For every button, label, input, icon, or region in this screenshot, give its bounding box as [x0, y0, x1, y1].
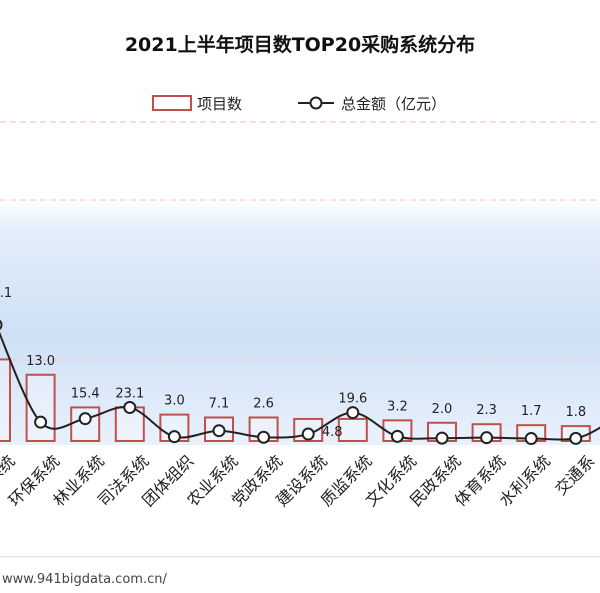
amount-point-0	[0, 319, 3, 330]
legend-bar-swatch	[152, 95, 192, 111]
legend-line-label: 总金额（亿元）	[341, 95, 446, 113]
data-label-3: 23.1	[115, 386, 144, 401]
data-label-7: 4.8	[322, 425, 343, 440]
data-label-9: 3.2	[387, 399, 408, 414]
data-label-5: 7.1	[209, 396, 230, 411]
data-label-1: 13.0	[26, 354, 55, 369]
category-label-layer: 安系统环保系统林业系统司法系统团体组织农业系统党政系统建设系统质监系统文化系统民…	[0, 451, 599, 510]
amount-point-3	[123, 401, 137, 415]
bar-8	[337, 417, 368, 443]
amount-point-5	[212, 424, 226, 438]
legend-line-marker	[309, 96, 323, 110]
footer-url: www.941bigdata.com.cn/	[2, 572, 167, 587]
amount-point-10	[435, 431, 449, 445]
line-layer	[0, 319, 600, 446]
amount-point-13	[569, 431, 583, 445]
amount-point-12	[524, 432, 538, 446]
data-label-2: 15.4	[71, 386, 100, 401]
data-label-12: 1.7	[521, 404, 542, 419]
amount-point-7	[301, 427, 315, 441]
amount-point-8	[346, 406, 360, 420]
bar-0	[0, 358, 11, 442]
data-label-layer: .1 13.0 15.4 23.1 3.0 7.1 2.6 4.8 19.6 3.2 2.0 2.3 1…	[0, 286, 586, 440]
footer-divider	[0, 556, 600, 557]
data-label-4: 3.0	[164, 394, 185, 409]
data-label-8: 19.6	[338, 392, 367, 407]
bar-1	[25, 373, 56, 443]
plot-background	[0, 200, 600, 445]
data-label-6: 2.6	[253, 396, 274, 411]
amount-point-4	[167, 430, 181, 444]
amount-point-9	[390, 429, 404, 443]
data-label-11: 2.3	[476, 403, 497, 418]
data-label-13: 1.8	[565, 405, 586, 420]
amount-point-2	[78, 412, 92, 426]
amount-point-6	[257, 430, 271, 444]
legend-bar-label: 项目数	[197, 95, 242, 113]
chart-title: 2021上半年项目数TOP20采购系统分布	[125, 33, 475, 56]
amount-point-1	[34, 415, 48, 429]
data-label-10: 2.0	[432, 402, 453, 417]
category-label-13: 交通系	[551, 451, 598, 498]
amount-point-11	[480, 431, 494, 445]
data-label-partial: .1	[0, 286, 12, 301]
